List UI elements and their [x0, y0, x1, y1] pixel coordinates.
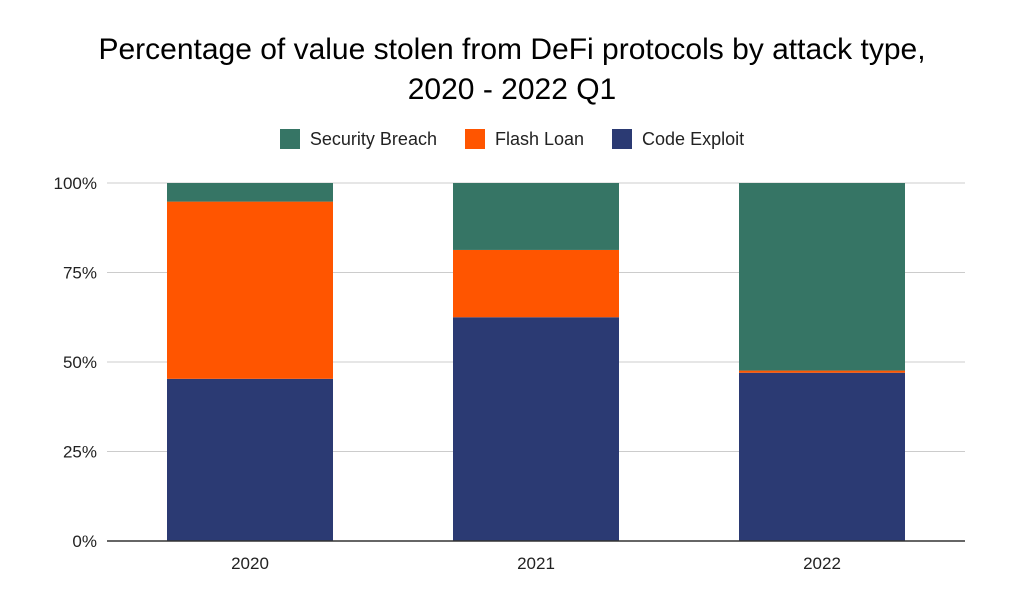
legend-label-code-exploit: Code Exploit — [642, 129, 745, 149]
legend-swatch-security-breach — [279, 129, 300, 149]
x-tick-label: 2022 — [803, 554, 841, 573]
chart-title-line-1: Percentage of value stolen from DeFi pro… — [98, 33, 926, 66]
y-tick-label: 50% — [63, 353, 97, 372]
bar-flash-loan-2021 — [453, 249, 619, 318]
bar-security-breach-2022 — [739, 183, 905, 371]
y-tick-label: 0% — [72, 532, 97, 551]
chart-legend: Security Breach Flash Loan Code Exploit — [0, 128, 1024, 150]
x-tick-label: 2020 — [231, 554, 269, 573]
legend-swatch-flash-loan — [464, 129, 485, 149]
bars — [167, 183, 905, 541]
bar-security-breach-2021 — [453, 183, 619, 250]
bar-code-exploit-2022 — [739, 372, 905, 541]
bar-code-exploit-2021 — [453, 317, 619, 541]
legend-item-code-exploit: Code Exploit — [612, 128, 744, 150]
legend-item-security-breach: Security Breach — [279, 128, 437, 150]
axes: 0% 25% 50% 75% 100% 2020 2021 2022 — [54, 174, 965, 573]
y-tick-label: 100% — [54, 174, 97, 193]
bar-flash-loan-2022 — [739, 370, 905, 373]
legend-item-flash-loan: Flash Loan — [464, 128, 585, 150]
bar-flash-loan-2020 — [167, 201, 333, 379]
chart-title-line-2: 2020 - 2022 Q1 — [407, 73, 617, 106]
bar-security-breach-2020 — [167, 183, 333, 202]
chart-title: Percentage of value stolen from DeFi pro… — [0, 30, 1024, 110]
legend-label-security-breach: Security Breach — [309, 129, 437, 149]
legend-swatch-code-exploit — [612, 129, 633, 149]
x-tick-label: 2021 — [517, 554, 555, 573]
bar-code-exploit-2020 — [167, 378, 333, 541]
legend-label-flash-loan: Flash Loan — [494, 129, 585, 149]
y-tick-label: 25% — [63, 443, 97, 462]
y-tick-label: 75% — [63, 264, 97, 283]
